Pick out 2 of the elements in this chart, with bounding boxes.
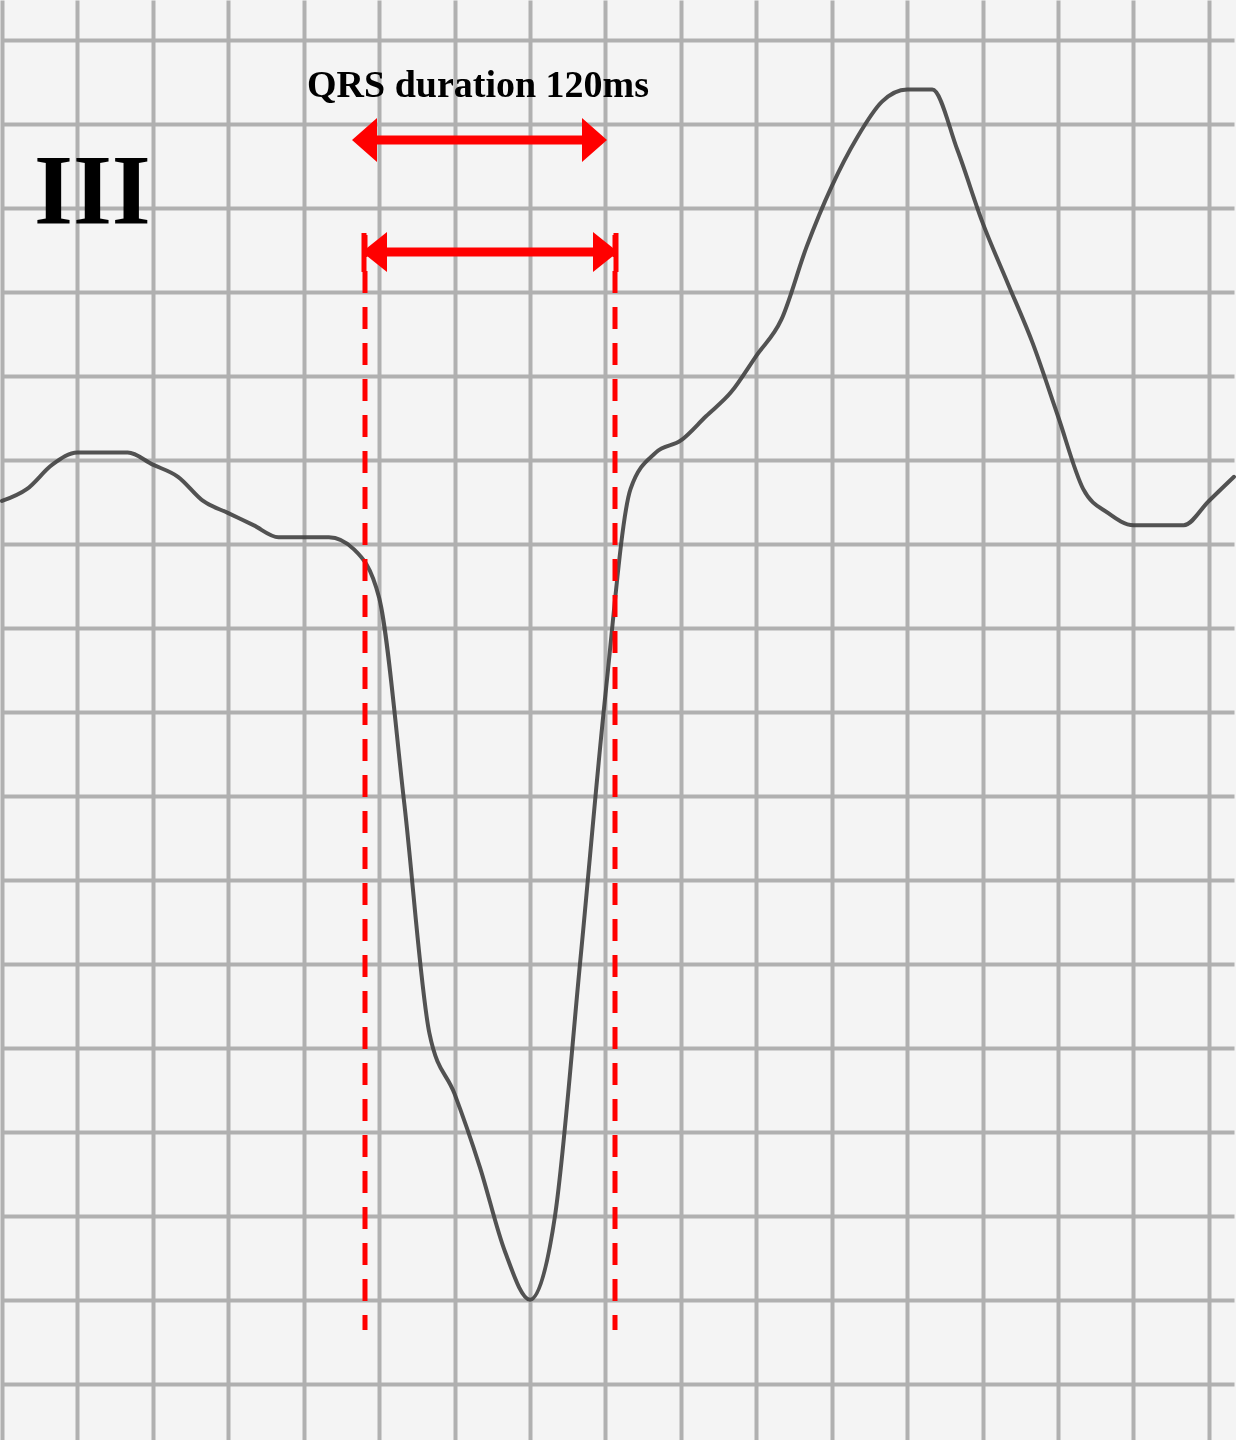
chart-title: III [34,134,151,245]
annotation: QRS duration 120ms [307,62,650,106]
